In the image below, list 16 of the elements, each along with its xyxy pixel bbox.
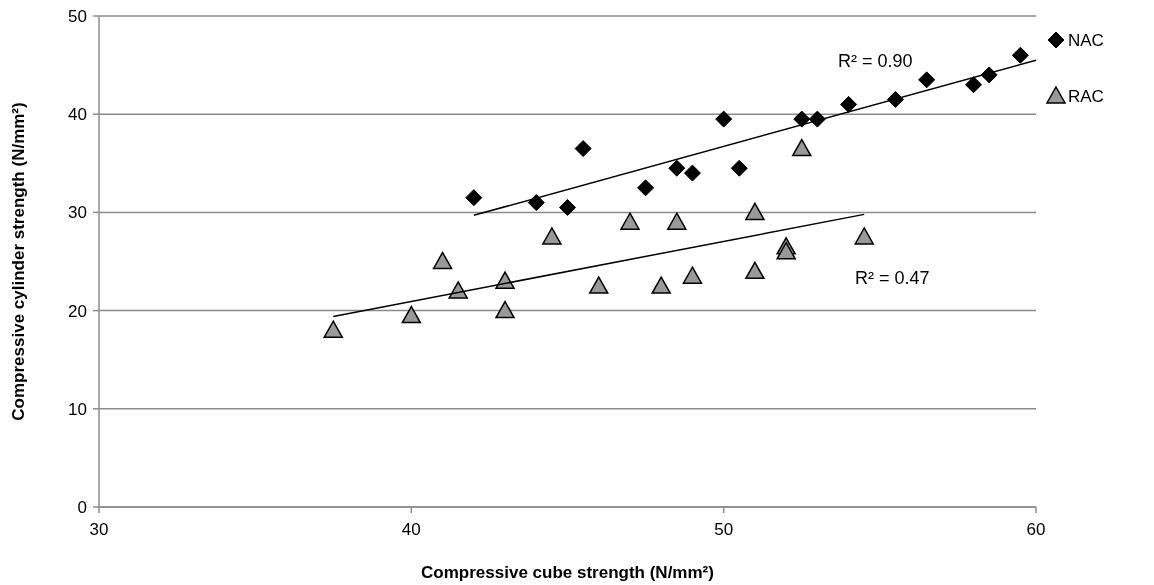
y-tick-label: 40: [68, 105, 87, 125]
x-tick-label: 60: [1026, 520, 1046, 539]
y-tick-label: 50: [68, 6, 87, 26]
legend-label: RAC: [1068, 86, 1104, 106]
x-tick-label: 40: [401, 520, 421, 539]
annotation: R² = 0.47: [855, 268, 930, 288]
y-tick-label: 10: [68, 399, 87, 419]
x-tick-label: 30: [89, 520, 109, 539]
y-tick-label: 0: [77, 497, 87, 517]
x-tick-label: 50: [714, 520, 734, 539]
x-axis-title: Compressive cube strength (N/mm²): [421, 563, 714, 582]
y-tick-label: 20: [68, 301, 87, 321]
y-axis-title: Compressive cylinder strength (N/mm²): [9, 102, 28, 421]
annotation: R² = 0.90: [838, 51, 913, 71]
y-tick-label: 30: [68, 203, 87, 223]
legend-label: NAC: [1068, 30, 1104, 50]
